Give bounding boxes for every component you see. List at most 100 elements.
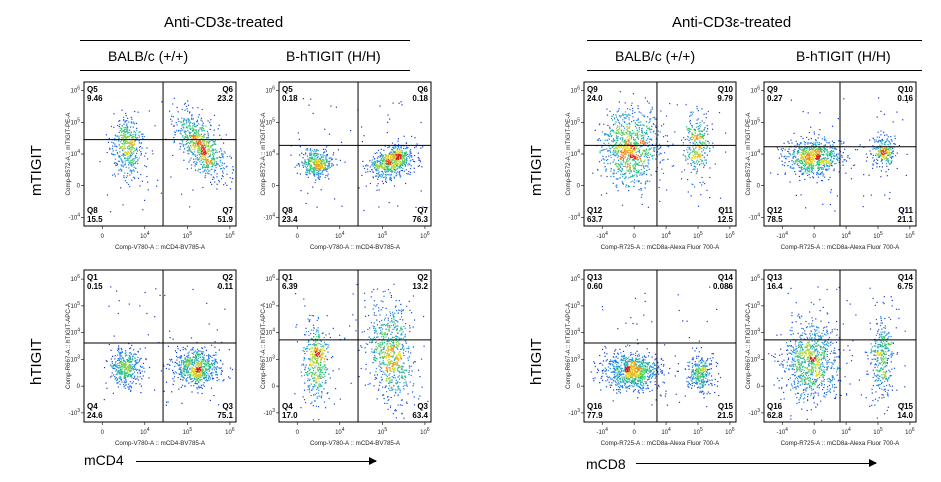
event-dot — [191, 151, 193, 153]
event-dot — [667, 145, 669, 147]
event-dot — [315, 385, 317, 387]
event-dot — [132, 355, 134, 357]
event-dot — [134, 368, 136, 371]
event-dot — [157, 179, 159, 181]
event-dot — [205, 369, 207, 371]
event-dot — [201, 143, 203, 145]
event-dot — [187, 153, 189, 155]
event-dot — [309, 149, 311, 151]
event-dot — [195, 373, 197, 375]
event-dot — [188, 374, 190, 376]
event-dot — [350, 382, 352, 384]
event-dot — [325, 367, 327, 369]
event-dot — [129, 161, 131, 163]
event-dot — [210, 161, 212, 163]
event-dot — [204, 133, 206, 135]
event-dot — [121, 134, 123, 136]
event-dot — [379, 344, 381, 346]
event-dot — [215, 374, 217, 376]
event-dot — [214, 341, 216, 343]
event-dot — [318, 166, 320, 168]
column-rule-cd4 — [80, 70, 410, 71]
event-dot — [385, 155, 388, 157]
event-dot — [178, 361, 180, 363]
event-dot — [387, 168, 389, 170]
event-dot — [409, 153, 411, 155]
event-dot — [640, 182, 642, 184]
event-dot — [324, 148, 326, 150]
event-dot — [395, 146, 397, 148]
event-dot — [373, 329, 376, 331]
event-dots — [294, 283, 429, 421]
row-header-htigit-cd8: hTIGIT — [528, 338, 545, 385]
event-dot — [401, 328, 403, 330]
event-dot — [201, 108, 203, 111]
event-dot — [320, 356, 322, 358]
event-dot — [145, 152, 147, 154]
event-dot — [115, 377, 117, 379]
event-dot — [321, 375, 323, 377]
event-dot — [129, 126, 132, 128]
event-dot — [691, 113, 694, 115]
event-dot — [126, 135, 128, 138]
event-dot — [311, 153, 313, 155]
event-dot — [204, 377, 206, 379]
event-dot — [394, 351, 396, 353]
event-dot — [125, 137, 127, 140]
event-dot — [312, 338, 314, 340]
event-dot — [414, 161, 416, 163]
event-dot — [204, 166, 206, 168]
event-dot — [206, 359, 208, 361]
event-dot — [665, 135, 667, 137]
event-dot — [114, 134, 116, 136]
event-dot — [398, 343, 400, 345]
event-dot — [117, 372, 119, 374]
event-dot — [315, 167, 317, 169]
event-dot — [411, 155, 413, 157]
event-dot — [178, 373, 180, 375]
event-dot — [187, 137, 189, 139]
event-dot — [306, 373, 308, 375]
event-dot — [185, 105, 188, 107]
event-dot — [130, 137, 133, 139]
event-dot — [210, 163, 212, 165]
event-dot — [312, 343, 314, 346]
event-dot — [389, 343, 391, 345]
event-dot — [202, 352, 204, 354]
y-tick-label: 0 — [77, 184, 81, 190]
event-dot — [123, 360, 125, 362]
event-dot — [134, 366, 136, 368]
event-dot — [194, 148, 196, 150]
event-dot — [382, 342, 384, 344]
event-dot — [389, 385, 391, 387]
event-dot — [307, 371, 309, 373]
event-dot — [597, 139, 599, 141]
event-dot — [390, 157, 392, 159]
event-dot — [399, 156, 401, 158]
event-dot — [187, 361, 189, 363]
event-dot — [314, 385, 316, 387]
event-dot — [378, 165, 380, 167]
event-dot — [376, 189, 378, 191]
event-dot — [129, 145, 131, 147]
event-dot — [195, 369, 197, 371]
event-dot — [667, 140, 669, 143]
event-dot — [394, 170, 396, 172]
event-dot — [202, 135, 204, 137]
event-dot — [131, 141, 133, 143]
event-dot — [318, 352, 320, 354]
event-dot — [386, 161, 388, 163]
event-dot — [694, 166, 697, 168]
event-dot — [313, 350, 315, 352]
event-dot — [224, 308, 226, 310]
event-dot — [119, 168, 121, 170]
event-dot — [173, 140, 175, 142]
event-dot — [187, 145, 189, 147]
event-dot — [203, 158, 205, 161]
event-dot — [383, 397, 385, 400]
event-dot — [399, 366, 401, 368]
event-dot — [396, 345, 398, 347]
event-dot — [180, 386, 182, 388]
event-dot — [323, 353, 325, 355]
event-dot — [223, 162, 225, 165]
